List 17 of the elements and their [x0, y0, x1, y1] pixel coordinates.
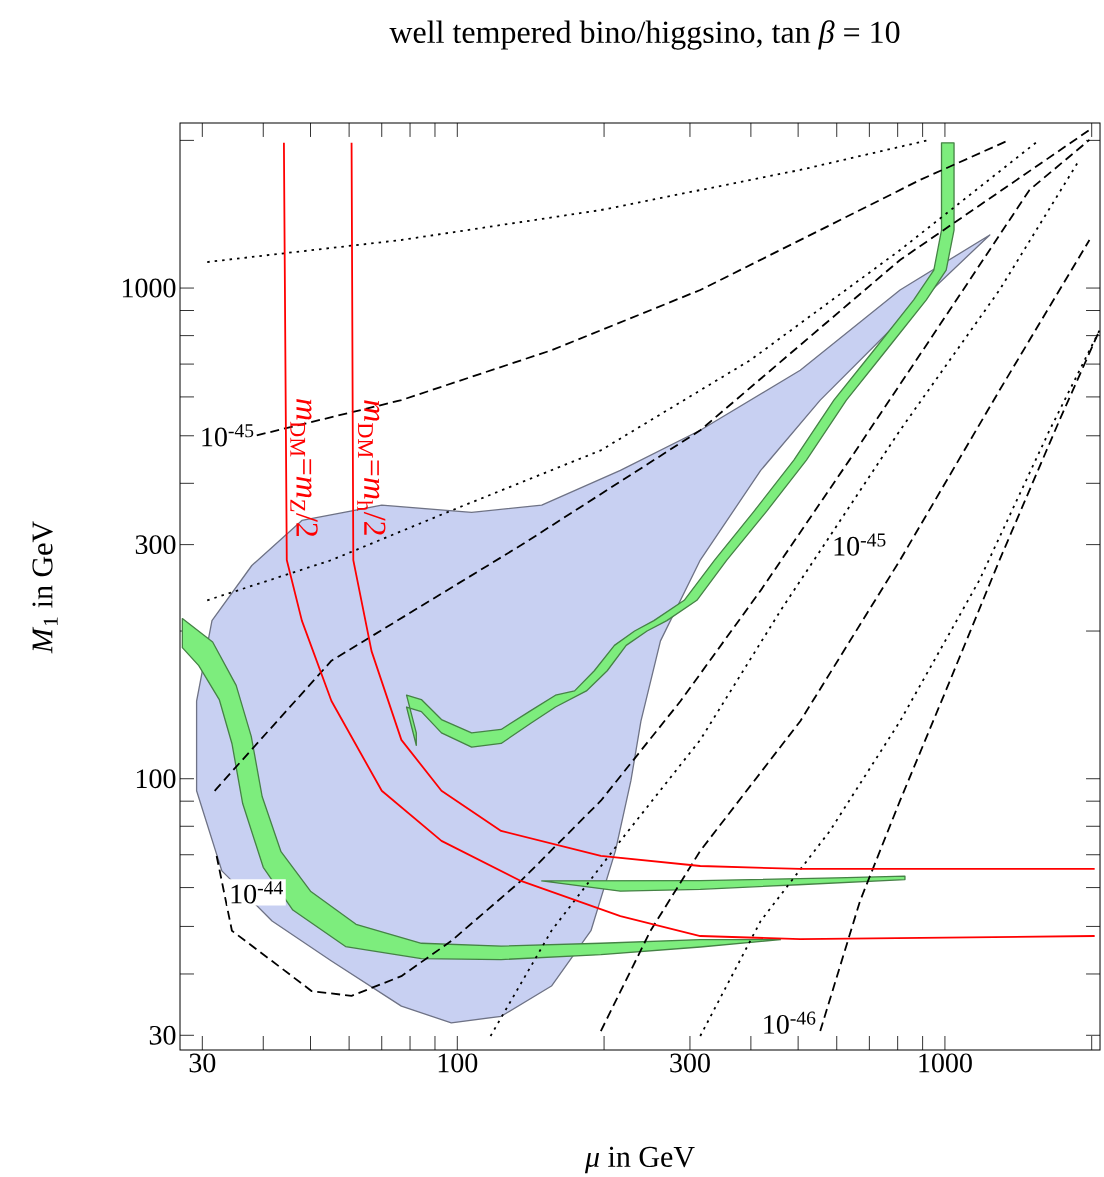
y-tick-label: 30 [149, 1025, 176, 1045]
annotation: m$_{DM}$=m$_{h}$/2 [357, 400, 386, 535]
y-tick-label: 100 [136, 769, 176, 789]
annotation: 10$^{-44}$ [231, 881, 283, 904]
y-tick-label: 300 [135, 535, 176, 555]
y-axis-title: M$_{1}$ in GeV [32, 521, 58, 654]
annotation: 10$^{-46}$ [764, 1011, 816, 1034]
annotation: m$_{DM}$=m$_{Z}$/2 [290, 399, 318, 537]
y-tick-label: 1000 [122, 278, 176, 298]
x-tick-label: 100 [438, 1053, 478, 1073]
x-tick-label: 30 [189, 1053, 216, 1073]
x-axis-title: μ in GeV [584, 1146, 695, 1174]
chart-title: well tempered bino/higgsino, tan β = 10 [389, 20, 900, 50]
annotation: 10$^{-45}$ [834, 533, 886, 556]
annotation: 10$^{-45}$ [202, 424, 254, 447]
x-tick-label: 1000 [919, 1053, 972, 1073]
x-tick-label: 300 [670, 1053, 710, 1073]
